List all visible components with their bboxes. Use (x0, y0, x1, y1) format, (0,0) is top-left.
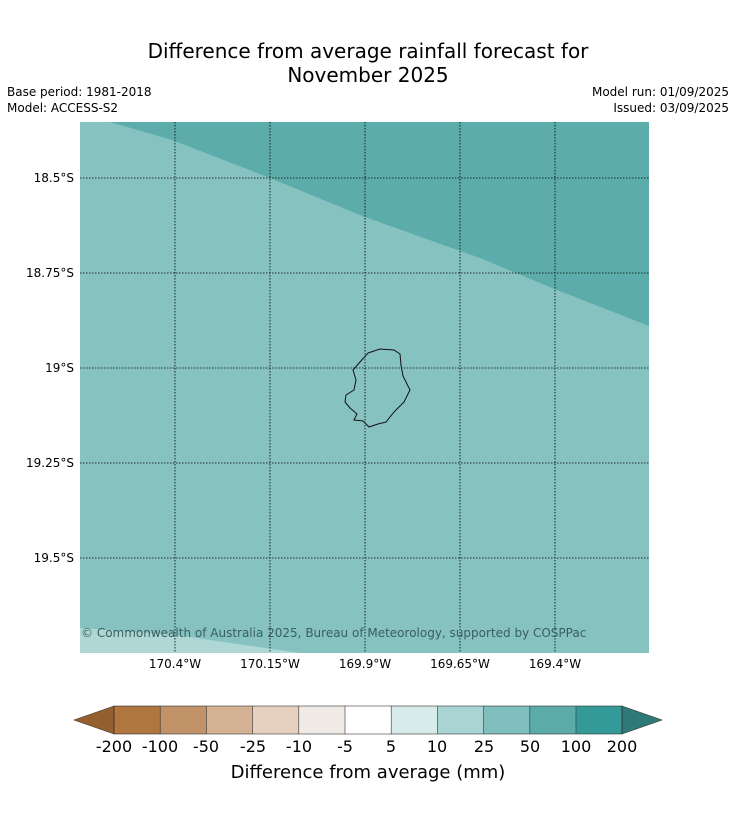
lon-label-2: 170.15°W (240, 657, 300, 671)
colorbar-tick-10: 50 (519, 737, 541, 756)
colorbar-tick-2: -100 (141, 737, 179, 756)
lon-label-3: 169.9°W (338, 657, 392, 671)
colorbar-tick-1: -200 (95, 737, 133, 756)
colorbar-segment-5 (298, 706, 345, 734)
lat-label-3: 19°S (45, 361, 74, 375)
colorbar-under-arrow (73, 705, 115, 735)
colorbar-segment-10 (529, 706, 576, 734)
colorbar-segment-7 (391, 706, 438, 734)
colorbar-tick-3: -50 (192, 737, 220, 756)
lon-label-4: 169.65°W (430, 657, 490, 671)
colorbar-tick-4: -25 (239, 737, 267, 756)
meta-left: Base period: 1981-2018 Model: ACCESS-S2 (7, 84, 152, 116)
map-figure (80, 122, 649, 653)
colorbar-segment-11 (576, 706, 622, 734)
lat-label-2: 18.75°S (26, 266, 74, 280)
colorbar-segment-6 (345, 706, 392, 734)
colorbar-tick-7: 5 (385, 737, 397, 756)
colorbar-frame (113, 705, 623, 735)
copyright-notice: © Commonwealth of Australia 2025, Bureau… (81, 626, 587, 640)
lat-label-4: 19.25°S (26, 456, 74, 470)
colorbar-tick-12: 200 (606, 737, 638, 756)
colorbar-segment-4 (252, 706, 299, 734)
lat-label-5: 19.5°S (33, 551, 74, 565)
graticule (80, 122, 649, 653)
region-southwest (80, 628, 300, 653)
map-title-line1: Difference from average rainfall forecas… (147, 39, 589, 63)
colorbar-label: Difference from average (mm) (230, 762, 506, 783)
colorbar-segment-3 (206, 706, 253, 734)
lon-label-5: 169.4°W (528, 657, 582, 671)
colorbar-tick-9: 25 (473, 737, 495, 756)
colorbar-segment-2 (160, 706, 207, 734)
colorbar-dividers (113, 706, 623, 734)
colorbar-tick-11: 100 (560, 737, 592, 756)
base-period-text: Base period: 1981-2018 (7, 85, 152, 99)
meta-right: Model run: 01/09/2025 Issued: 03/09/2025 (592, 84, 729, 116)
colorbar-tick-8: 10 (426, 737, 448, 756)
niue-island-outline (344, 348, 411, 428)
colorbar-over-arrow (621, 705, 663, 735)
model-run-text: Model run: 01/09/2025 (591, 85, 729, 99)
colorbar-segment-8 (437, 706, 484, 734)
issued-text: Issued: 03/09/2025 (613, 101, 729, 115)
lon-label-1: 170.4°W (148, 657, 202, 671)
model-text: Model: ACCESS-S2 (7, 101, 119, 115)
region-north (110, 122, 649, 326)
map-title-line2: November 2025 (287, 63, 449, 87)
colorbar-segment-9 (483, 706, 530, 734)
colorbar-tick-5: -10 (285, 737, 313, 756)
lat-label-1: 18.5°S (33, 171, 74, 185)
colorbar-tick-6: -5 (337, 737, 353, 756)
colorbar-segment-1 (114, 706, 161, 734)
